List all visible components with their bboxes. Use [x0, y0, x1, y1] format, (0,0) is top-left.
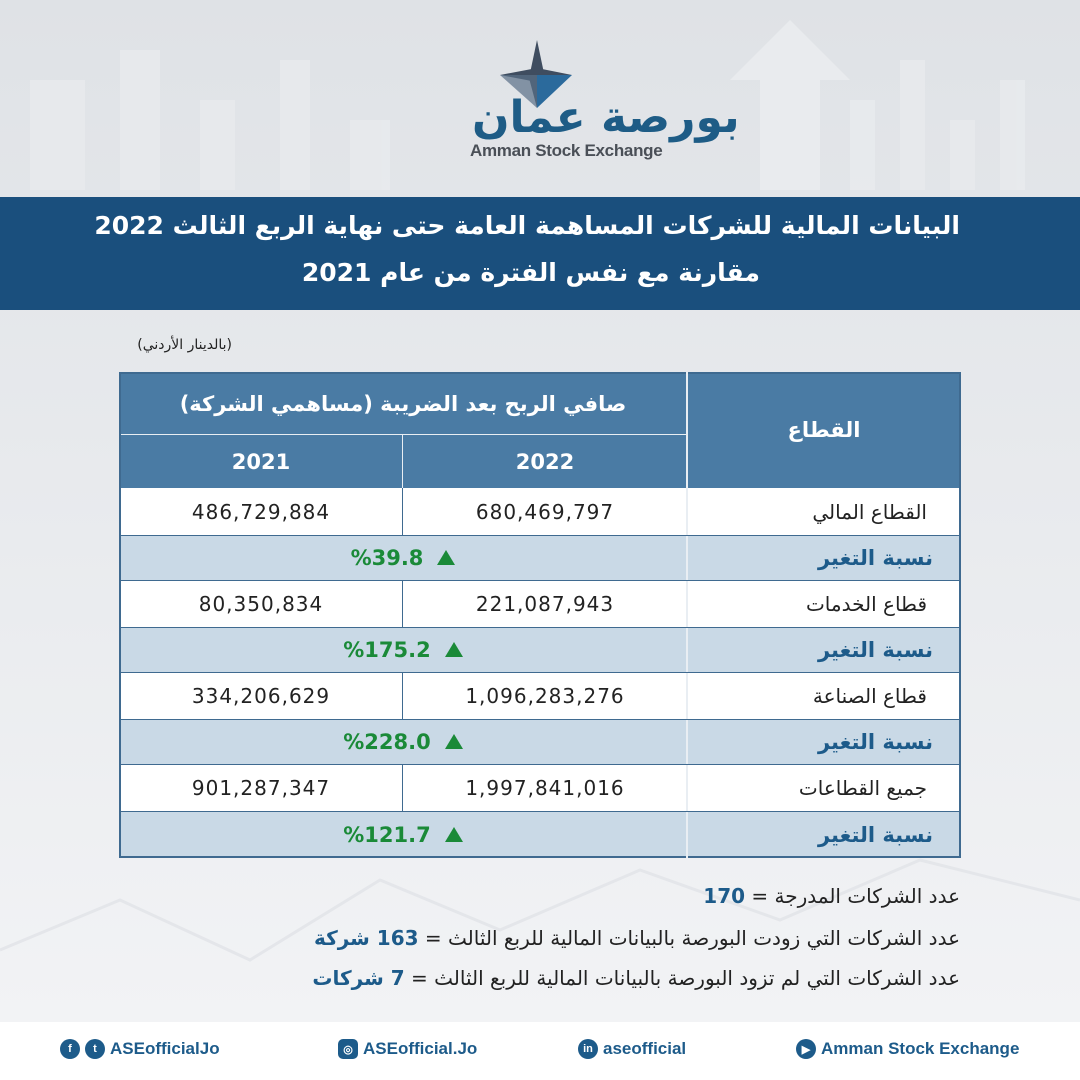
stat-listed-value: 170 — [703, 884, 746, 908]
change-label: نسبة التغير — [687, 535, 961, 580]
change-percent: %121.7 — [343, 822, 431, 847]
change-value: %121.7 — [119, 811, 687, 858]
value-2021: 901,287,347 — [119, 764, 403, 811]
sector-label: قطاع الصناعة — [687, 672, 961, 719]
grid-line — [959, 372, 961, 858]
year-2021-header: 2021 — [119, 435, 403, 488]
change-percent: %228.0 — [343, 729, 431, 754]
logo-english-text: Amman Stock Exchange — [470, 141, 663, 160]
value-2021: 80,350,834 — [119, 580, 403, 627]
stat-provided-value: 163 شركة — [313, 926, 419, 950]
grid-line — [402, 672, 403, 719]
grid-line — [119, 719, 961, 720]
facebook-twitter-handle: ASEofficialJo — [110, 1039, 220, 1058]
value-2021: 334,206,629 — [119, 672, 403, 719]
grid-line — [121, 434, 686, 435]
youtube-link[interactable]: ▶ Amman Stock Exchange — [796, 1036, 1019, 1062]
up-arrow-icon — [444, 734, 463, 749]
value-2021: 486,729,884 — [119, 488, 403, 535]
instagram-icon: ◎ — [338, 1039, 358, 1059]
social-footer: f t ASEofficialJo ◎ ASEofficial.Jo in as… — [0, 1022, 1080, 1080]
youtube-icon: ▶ — [796, 1039, 816, 1059]
change-value: %228.0 — [119, 719, 687, 764]
grid-line — [119, 372, 961, 374]
stat-provided-label: عدد الشركات التي زودت البورصة بالبيانات … — [424, 926, 960, 950]
year-2022-header: 2022 — [403, 435, 687, 488]
stat-not-provided: عدد الشركات التي لم تزود البورصة بالبيان… — [312, 966, 960, 990]
stat-not-provided-label: عدد الشركات التي لم تزود البورصة بالبيان… — [411, 966, 960, 990]
logo-arabic-text: بورصة عمان — [472, 92, 741, 143]
change-label: نسبة التغير — [687, 719, 961, 764]
sector-label: قطاع الخدمات — [687, 580, 961, 627]
grid-line — [402, 435, 403, 488]
profit-header: صافي الربح بعد الضريبة (مساهمي الشركة) — [119, 372, 687, 435]
change-percent: %175.2 — [343, 637, 431, 662]
change-percent: %39.8 — [350, 545, 424, 570]
linkedin-link[interactable]: in aseofficial — [578, 1036, 686, 1062]
currency-note: (بالدينار الأردني) — [137, 337, 232, 353]
stat-provided: عدد الشركات التي زودت البورصة بالبيانات … — [314, 926, 960, 950]
grid-line — [119, 372, 121, 858]
value-2022: 1,096,283,276 — [403, 672, 687, 719]
sector-label: جميع القطاعات — [687, 764, 961, 811]
change-label: نسبة التغير — [687, 627, 961, 672]
grid-line — [119, 627, 961, 628]
sector-header: القطاع — [687, 372, 961, 488]
facebook-twitter-link[interactable]: f t ASEofficialJo — [60, 1036, 220, 1062]
twitter-icon: t — [85, 1039, 105, 1059]
value-2022: 1,997,841,016 — [403, 764, 687, 811]
change-label: نسبة التغير — [687, 811, 961, 858]
value-2022: 680,469,797 — [403, 488, 687, 535]
profit-table: القطاع صافي الربح بعد الضريبة (مساهمي ال… — [119, 372, 961, 858]
title-banner: البيانات المالية للشركات المساهمة العامة… — [0, 197, 1080, 310]
grid-line — [402, 580, 403, 627]
change-value: %39.8 — [119, 535, 687, 580]
grid-line — [119, 811, 961, 812]
grid-line — [686, 372, 688, 858]
up-arrow-icon — [444, 827, 463, 842]
stat-listed-label: عدد الشركات المدرجة = — [751, 884, 960, 908]
grid-line — [119, 856, 961, 858]
sector-label: القطاع المالي — [687, 488, 961, 535]
youtube-handle: Amman Stock Exchange — [821, 1039, 1020, 1058]
grid-line — [119, 535, 961, 536]
instagram-handle: ASEofficial.Jo — [363, 1039, 478, 1058]
up-arrow-icon — [437, 550, 456, 565]
stat-not-provided-value: 7 شركات — [312, 966, 405, 990]
banner-title: البيانات المالية للشركات المساهمة العامة… — [94, 211, 960, 240]
stat-listed: عدد الشركات المدرجة = 170 — [703, 884, 960, 908]
instagram-link[interactable]: ◎ ASEofficial.Jo — [338, 1036, 477, 1062]
change-value: %175.2 — [119, 627, 687, 672]
value-2022: 221,087,943 — [403, 580, 687, 627]
linkedin-icon: in — [578, 1039, 598, 1059]
banner-subtitle: مقارنة مع نفس الفترة من عام 2021 — [301, 258, 760, 287]
linkedin-handle: aseofficial — [603, 1039, 687, 1058]
grid-line — [402, 764, 403, 811]
grid-line — [402, 488, 403, 535]
ase-logo-mark — [500, 40, 572, 108]
grid-line — [119, 672, 961, 673]
facebook-icon: f — [60, 1039, 80, 1059]
grid-line — [119, 764, 961, 765]
grid-line — [119, 580, 961, 581]
up-arrow-icon — [444, 642, 463, 657]
